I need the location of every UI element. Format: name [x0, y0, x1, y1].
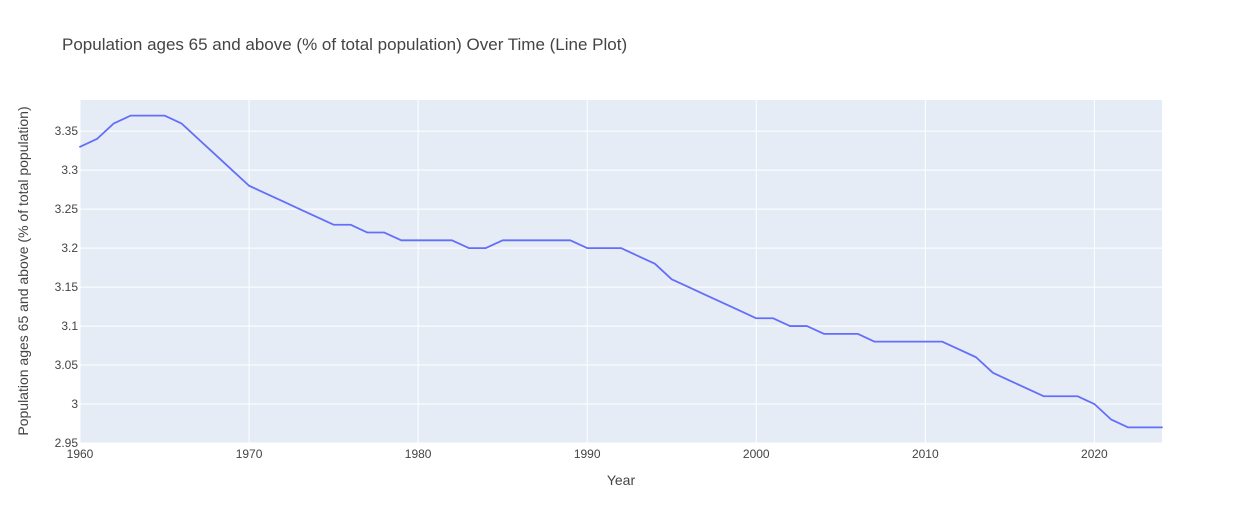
plot-background — [80, 100, 1162, 443]
x-tick-label: 1970 — [236, 447, 263, 461]
y-tick-label: 3.3 — [61, 163, 78, 177]
series-line[interactable] — [79, 114, 1163, 429]
y-tick-label: 3.2 — [61, 241, 78, 255]
x-axis-ticks: 1960 1970 1980 1990 2000 2010 2020 — [67, 447, 1108, 461]
x-tick-label: 2010 — [912, 447, 939, 461]
chart-title: Population ages 65 and above (% of total… — [62, 35, 627, 54]
x-tick-label: 2020 — [1081, 447, 1108, 461]
x-gridlines — [79, 100, 1095, 443]
y-tick-label: 2.95 — [55, 436, 79, 450]
x-tick-label: 1990 — [574, 447, 601, 461]
y-tick-label: 3 — [71, 397, 78, 411]
y-axis-title: Population ages 65 and above (% of total… — [15, 106, 31, 435]
y-tick-label: 3.25 — [55, 202, 79, 216]
y-tick-label: 3.1 — [61, 319, 78, 333]
x-tick-label: 2000 — [743, 447, 770, 461]
x-axis-title: Year — [607, 472, 636, 488]
x-tick-label: 1960 — [67, 447, 94, 461]
y-tick-label: 3.35 — [55, 124, 79, 138]
y-axis-ticks: 2.95 3 3.05 3.1 3.15 3.2 3.25 3.3 3.35 — [55, 124, 79, 450]
y-tick-label: 3.15 — [55, 280, 79, 294]
y-tick-label: 3.05 — [55, 358, 79, 372]
x-tick-label: 1980 — [405, 447, 432, 461]
